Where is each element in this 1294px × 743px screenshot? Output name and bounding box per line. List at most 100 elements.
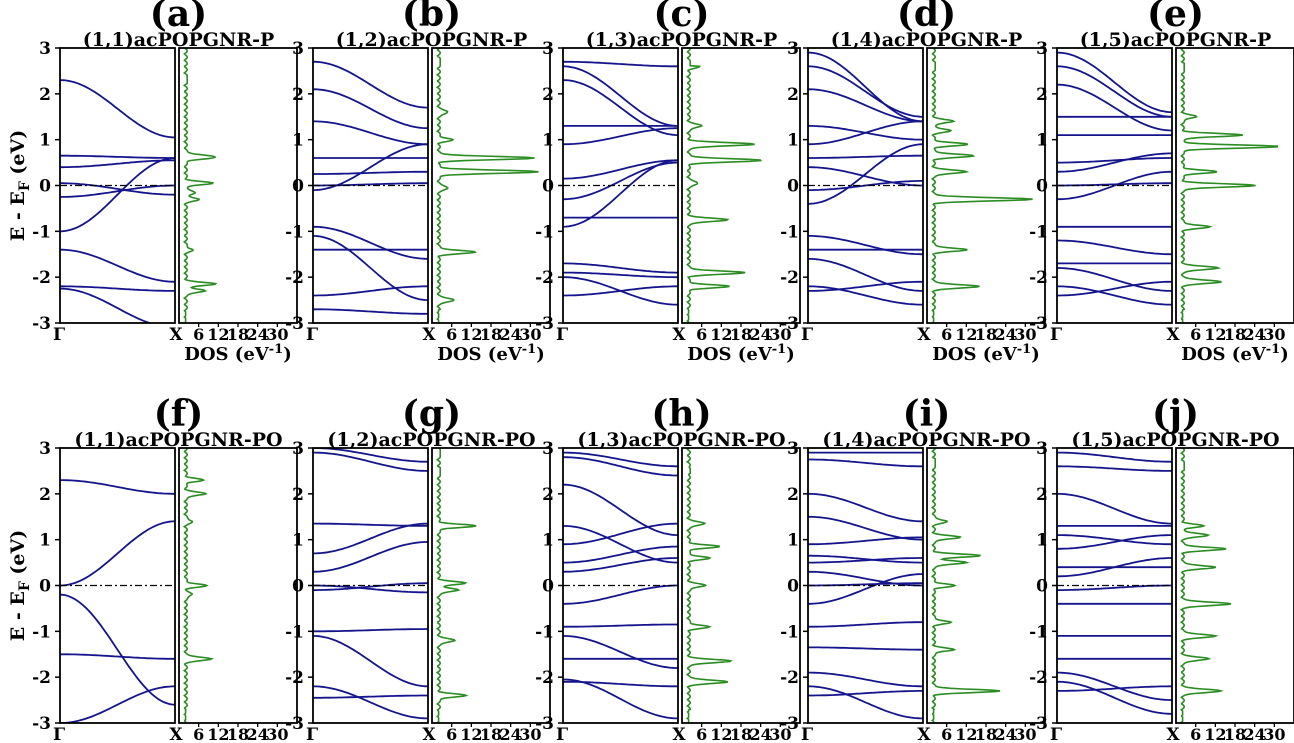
y-tick-label: 0 <box>39 177 51 197</box>
band-9 <box>1057 534 1172 550</box>
dos-tick-label: 30 <box>769 725 791 743</box>
y-tick-label: 2 <box>787 485 799 505</box>
dos-axis-label: DOS (eV-1) <box>687 342 794 365</box>
band-9 <box>313 451 428 472</box>
dos-tick-label: 12 <box>710 725 732 743</box>
dos-tick-label: 30 <box>266 725 288 743</box>
dos-group <box>182 448 214 723</box>
band-8 <box>313 522 428 527</box>
panel-title: (1,1)acPOPGNR-PO <box>74 429 282 451</box>
band-2 <box>313 635 428 688</box>
band-8 <box>563 127 678 146</box>
dos-axis-label: DOS (eV-1) <box>184 342 291 365</box>
y-tick-label: 1 <box>292 131 304 151</box>
dos-tick-label: 12 <box>207 725 229 743</box>
k-label-x: X <box>169 325 183 345</box>
y-tick-label: 3 <box>292 439 304 459</box>
dos-tick-label: 18 <box>227 725 249 743</box>
dos-tick-label: 24 <box>500 725 522 743</box>
y-tick-label: -3 <box>535 714 554 734</box>
band-0 <box>60 285 175 292</box>
band-4 <box>313 582 428 591</box>
band-11 <box>313 60 428 109</box>
dos-tick-label: 6 <box>193 725 204 743</box>
y-tick-label: -1 <box>285 622 304 642</box>
dos-group <box>685 448 733 723</box>
band-12 <box>808 492 923 523</box>
band-4 <box>808 234 923 256</box>
band-7 <box>563 545 678 564</box>
panel-letter: (g) <box>402 393 461 435</box>
y-tick-label: 1 <box>39 131 51 151</box>
band-6 <box>1057 170 1172 201</box>
dos-tick-label: 18 <box>730 325 752 344</box>
dos-tick-label: 30 <box>1263 325 1285 344</box>
band-2 <box>60 593 175 706</box>
dos-curve <box>685 48 763 323</box>
y-tick-label: 2 <box>1036 85 1048 105</box>
dos-curve <box>182 448 214 723</box>
k-label-x: X <box>1166 725 1180 743</box>
band-lines <box>1057 451 1172 715</box>
band-6 <box>313 541 428 573</box>
panel-title: (1,4)acPOPGNR-PO <box>822 429 1030 451</box>
dos-tick-label: 12 <box>1204 725 1226 743</box>
band-lines <box>808 451 923 720</box>
band-0 <box>60 685 175 723</box>
y-tick-label: 3 <box>787 39 799 59</box>
dos-tick-label: 6 <box>446 725 457 743</box>
k-label-x: X <box>422 325 436 345</box>
y-tick-label: -2 <box>285 668 304 688</box>
band-2 <box>60 157 175 233</box>
dos-tick-label: 18 <box>975 325 997 344</box>
band-3 <box>808 646 923 651</box>
band-4 <box>1057 239 1172 256</box>
band-7 <box>313 170 428 175</box>
dos-tick-label: 24 <box>1244 725 1266 743</box>
y-tick-label: 3 <box>292 39 304 59</box>
y-tick-label: 0 <box>292 577 304 597</box>
y-tick-label: 2 <box>542 85 554 105</box>
dos-tick-label: 6 <box>696 725 707 743</box>
band-lines <box>808 51 923 306</box>
dos-tick-label: 12 <box>460 325 482 344</box>
band-6 <box>808 179 923 192</box>
band-2 <box>1057 671 1172 701</box>
band-12 <box>808 65 923 118</box>
k-label-gamma: Γ <box>556 725 568 743</box>
band-lines <box>563 60 678 306</box>
y-tick-label: 0 <box>1036 177 1048 197</box>
band-lines <box>313 448 428 720</box>
band-7 <box>313 522 428 555</box>
band-7 <box>808 570 923 587</box>
y-tick-label: 2 <box>292 85 304 105</box>
dos-curve <box>435 48 539 323</box>
band-2 <box>808 257 923 292</box>
dos-tick-label: 12 <box>460 725 482 743</box>
y-axis-label-row-1: E - EF (eV) <box>7 130 33 241</box>
dos-tick-label: 30 <box>1014 325 1036 344</box>
dos-axes-frame <box>1175 447 1294 724</box>
dos-tick-label: 6 <box>193 325 204 344</box>
dos-group <box>435 48 539 323</box>
dos-tick-label: 6 <box>941 325 952 344</box>
dos-tick-label: 6 <box>446 325 457 344</box>
band-1 <box>808 685 923 720</box>
band-4 <box>808 621 923 628</box>
k-label-gamma: Γ <box>801 725 813 743</box>
panel-title: (1,1)acPOPGNR-P <box>83 29 275 51</box>
band-lines <box>60 79 175 323</box>
dos-axes-frame <box>926 47 1046 324</box>
dos-curve <box>685 448 733 723</box>
y-tick-label: 2 <box>787 85 799 105</box>
band-1 <box>808 285 923 306</box>
band-4 <box>563 623 678 628</box>
y-tick-label: 1 <box>542 131 554 151</box>
dos-group <box>1179 448 1232 723</box>
y-tick-label: -1 <box>32 622 51 642</box>
y-tick-label: -3 <box>780 314 799 334</box>
k-label-x: X <box>169 725 183 743</box>
